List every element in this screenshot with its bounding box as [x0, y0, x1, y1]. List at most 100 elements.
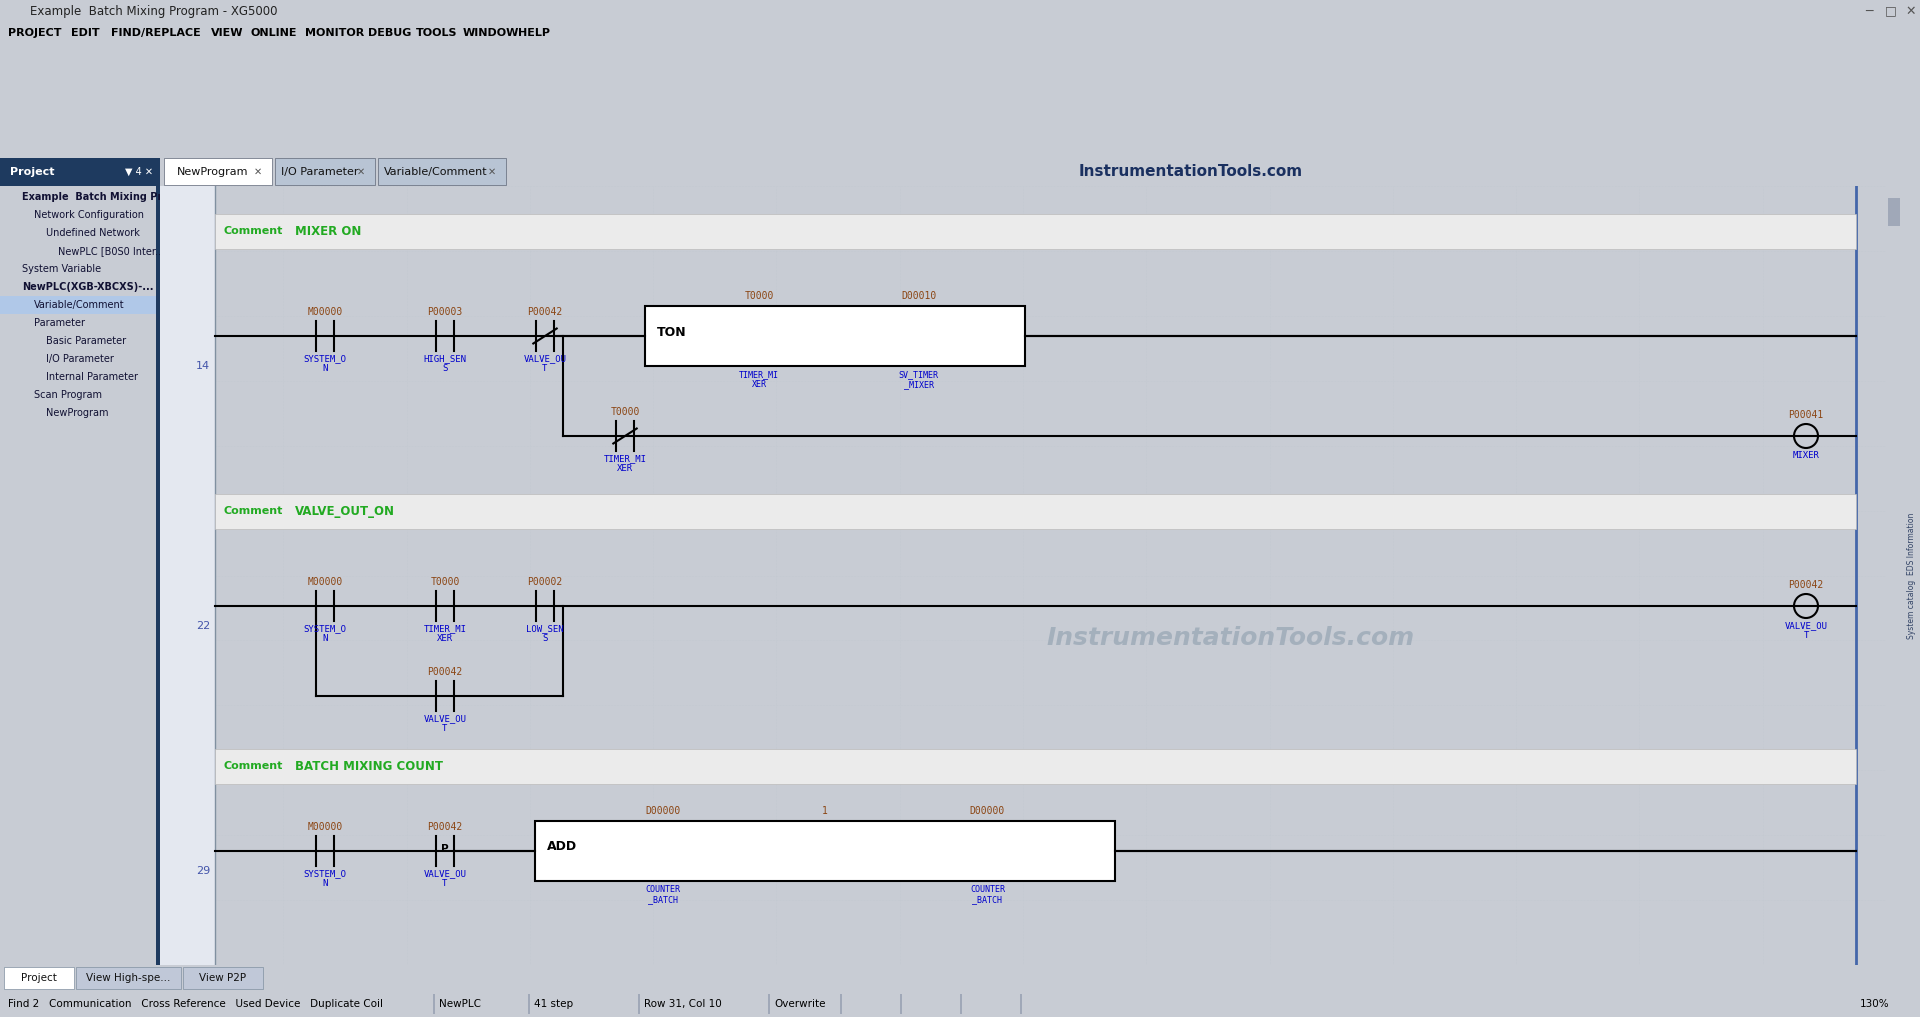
Text: COUNTER
_BATCH: COUNTER _BATCH — [645, 885, 680, 904]
Bar — [434, 994, 436, 1014]
Text: T0000: T0000 — [745, 291, 774, 301]
Bar — [1887, 198, 1901, 226]
Text: MIXER ON: MIXER ON — [296, 225, 361, 238]
Text: HELP: HELP — [518, 28, 549, 38]
Text: NewPLC(XGB-XBCXS)-...: NewPLC(XGB-XBCXS)-... — [21, 282, 154, 292]
Text: VALVE_OU
T: VALVE_OU T — [524, 354, 566, 373]
Text: P: P — [442, 844, 449, 854]
Text: P00042: P00042 — [1788, 580, 1824, 590]
Text: WINDOW: WINDOW — [463, 28, 520, 38]
Text: TIMER_MI
XER: TIMER_MI XER — [603, 454, 647, 473]
Text: MIXER: MIXER — [1793, 451, 1820, 460]
Text: Undefined Network: Undefined Network — [46, 228, 140, 238]
Text: Project: Project — [21, 973, 58, 983]
Text: TIMER_MI
XER: TIMER_MI XER — [739, 370, 780, 390]
Text: VALVE_OU
T: VALVE_OU T — [424, 869, 467, 889]
Text: I/O Parameter: I/O Parameter — [46, 354, 113, 364]
Bar — [645, 306, 1025, 366]
Text: SYSTEM_O
N: SYSTEM_O N — [303, 869, 346, 889]
Text: 41 step: 41 step — [534, 999, 574, 1009]
Text: 14: 14 — [196, 361, 209, 371]
Text: D00010: D00010 — [900, 291, 937, 301]
Text: PROJECT: PROJECT — [8, 28, 61, 38]
Text: 1: 1 — [822, 806, 828, 816]
Text: Basic Parameter: Basic Parameter — [46, 336, 127, 346]
Text: Project: Project — [10, 167, 54, 177]
Text: TIMER_MI
XER: TIMER_MI XER — [424, 624, 467, 644]
Text: M00000: M00000 — [307, 307, 342, 317]
Text: Parameter: Parameter — [35, 318, 84, 328]
Bar — [536, 821, 1116, 881]
Text: COUNTER
_BATCH: COUNTER _BATCH — [970, 885, 1004, 904]
Bar — [77, 967, 180, 989]
Text: VALVE_OU
T: VALVE_OU T — [424, 714, 467, 733]
Text: Example  Batch Mixing Program - XG5000: Example Batch Mixing Program - XG5000 — [31, 4, 278, 17]
Text: InstrumentationTools.com: InstrumentationTools.com — [1079, 165, 1302, 179]
Bar — [900, 994, 902, 1014]
Text: DEBUG: DEBUG — [369, 28, 411, 38]
Text: ─: ─ — [1864, 4, 1872, 17]
Bar — [163, 158, 273, 185]
Text: ✕: ✕ — [488, 167, 495, 177]
Text: SV_TIMER
_MIXER: SV_TIMER _MIXER — [899, 370, 939, 390]
Text: VALVE_OU
T: VALVE_OU T — [1784, 621, 1828, 641]
Text: TOOLS: TOOLS — [415, 28, 457, 38]
Text: ✕: ✕ — [357, 167, 365, 177]
Text: T0000: T0000 — [611, 407, 639, 417]
Bar — [528, 994, 530, 1014]
Text: ONLINE: ONLINE — [250, 28, 298, 38]
Bar — [0, 296, 159, 314]
Text: P00041: P00041 — [1788, 410, 1824, 420]
Text: M00000: M00000 — [307, 577, 342, 587]
Text: P00003: P00003 — [428, 307, 463, 317]
Text: Overwrite: Overwrite — [774, 999, 826, 1009]
Bar — [768, 994, 770, 1014]
Text: LOW_SEN
S: LOW_SEN S — [526, 624, 564, 644]
Text: □: □ — [1885, 4, 1897, 17]
Text: View P2P: View P2P — [200, 973, 246, 983]
Text: NewPLC [B0S0 Inter...: NewPLC [B0S0 Inter... — [58, 246, 163, 256]
Text: BATCH MIXING COUNT: BATCH MIXING COUNT — [296, 760, 444, 773]
Text: NewProgram: NewProgram — [46, 408, 109, 418]
Text: SYSTEM_O
N: SYSTEM_O N — [303, 354, 346, 373]
Text: I/O Parameter: I/O Parameter — [280, 167, 359, 177]
Text: 29: 29 — [196, 866, 209, 876]
Text: D00000: D00000 — [970, 806, 1004, 816]
Text: Scan Program: Scan Program — [35, 390, 102, 400]
Bar — [215, 493, 1857, 529]
Bar — [275, 158, 374, 185]
Text: ✕: ✕ — [1905, 4, 1916, 17]
Text: M00000: M00000 — [307, 822, 342, 832]
Bar — [215, 749, 1857, 783]
Text: SYSTEM_O
N: SYSTEM_O N — [303, 624, 346, 644]
Text: ▼ 4 ✕: ▼ 4 ✕ — [125, 167, 154, 177]
Text: TON: TON — [657, 325, 687, 339]
Text: T0000: T0000 — [430, 577, 459, 587]
Bar — [0, 158, 159, 186]
Bar — [215, 214, 1857, 248]
Text: MONITOR: MONITOR — [305, 28, 365, 38]
Bar — [182, 967, 263, 989]
Text: View High-spe...: View High-spe... — [86, 973, 171, 983]
Text: Find 2   Communication   Cross Reference   Used Device   Duplicate Coil: Find 2 Communication Cross Reference Use… — [8, 999, 382, 1009]
Text: EDIT: EDIT — [71, 28, 100, 38]
Bar — [960, 994, 962, 1014]
Text: Example  Batch Mixing Program: Example Batch Mixing Program — [21, 192, 198, 202]
Text: Variable/Comment: Variable/Comment — [35, 300, 125, 310]
Bar — [841, 994, 843, 1014]
Bar — [637, 994, 639, 1014]
Text: Variable/Comment: Variable/Comment — [384, 167, 488, 177]
Text: ✕: ✕ — [253, 167, 261, 177]
Text: NewProgram: NewProgram — [177, 167, 248, 177]
Bar — [159, 186, 215, 965]
Text: P00042: P00042 — [428, 667, 463, 677]
Text: Network Configuration: Network Configuration — [35, 210, 144, 220]
Bar — [378, 158, 507, 185]
Text: P00002: P00002 — [528, 577, 563, 587]
Bar — [156, 186, 159, 965]
Text: 130%: 130% — [1860, 999, 1889, 1009]
Text: D00000: D00000 — [645, 806, 680, 816]
Text: NewPLC: NewPLC — [440, 999, 482, 1009]
Bar — [4, 967, 75, 989]
Text: 22: 22 — [196, 621, 209, 631]
